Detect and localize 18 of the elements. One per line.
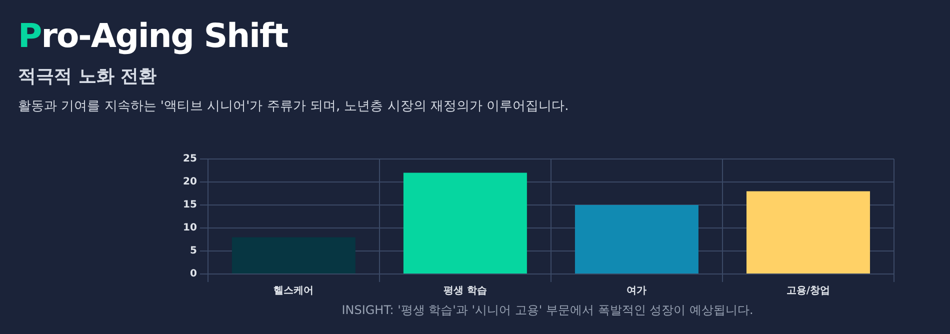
x-tick-label: 여가 [626, 286, 647, 297]
y-tick-label: 0 [190, 268, 197, 280]
y-tick-label: 5 [190, 246, 197, 257]
chart-subtitle: 적극적 노화 전환 [18, 65, 157, 88]
bar [232, 237, 356, 274]
x-tick-label: 고용/창업 [786, 286, 830, 297]
y-tick-label: 25 [182, 154, 197, 165]
y-tick-label: 10 [182, 222, 197, 234]
x-tick-label: 평생 학습 [443, 286, 487, 297]
bar [403, 172, 527, 274]
y-tick-label: 20 [182, 176, 197, 188]
bar [746, 191, 870, 274]
bar [574, 205, 698, 274]
text: INSIGHT: '평생 학습'과 '시니어 고용' 부문에서 폭발적인 성장이 예상됩니다. [340, 302, 754, 319]
x-tick-label: 헬스케어 [274, 286, 314, 297]
y-tick-label: 15 [182, 200, 197, 211]
chart-title: Pro-Aging Shift [18, 16, 288, 55]
text: 활동과 기여를 지속하는 '액티브 시니어'가 주류가 되며, 노년층 시장의 재정의가 이루어집니다. [18, 98, 569, 115]
